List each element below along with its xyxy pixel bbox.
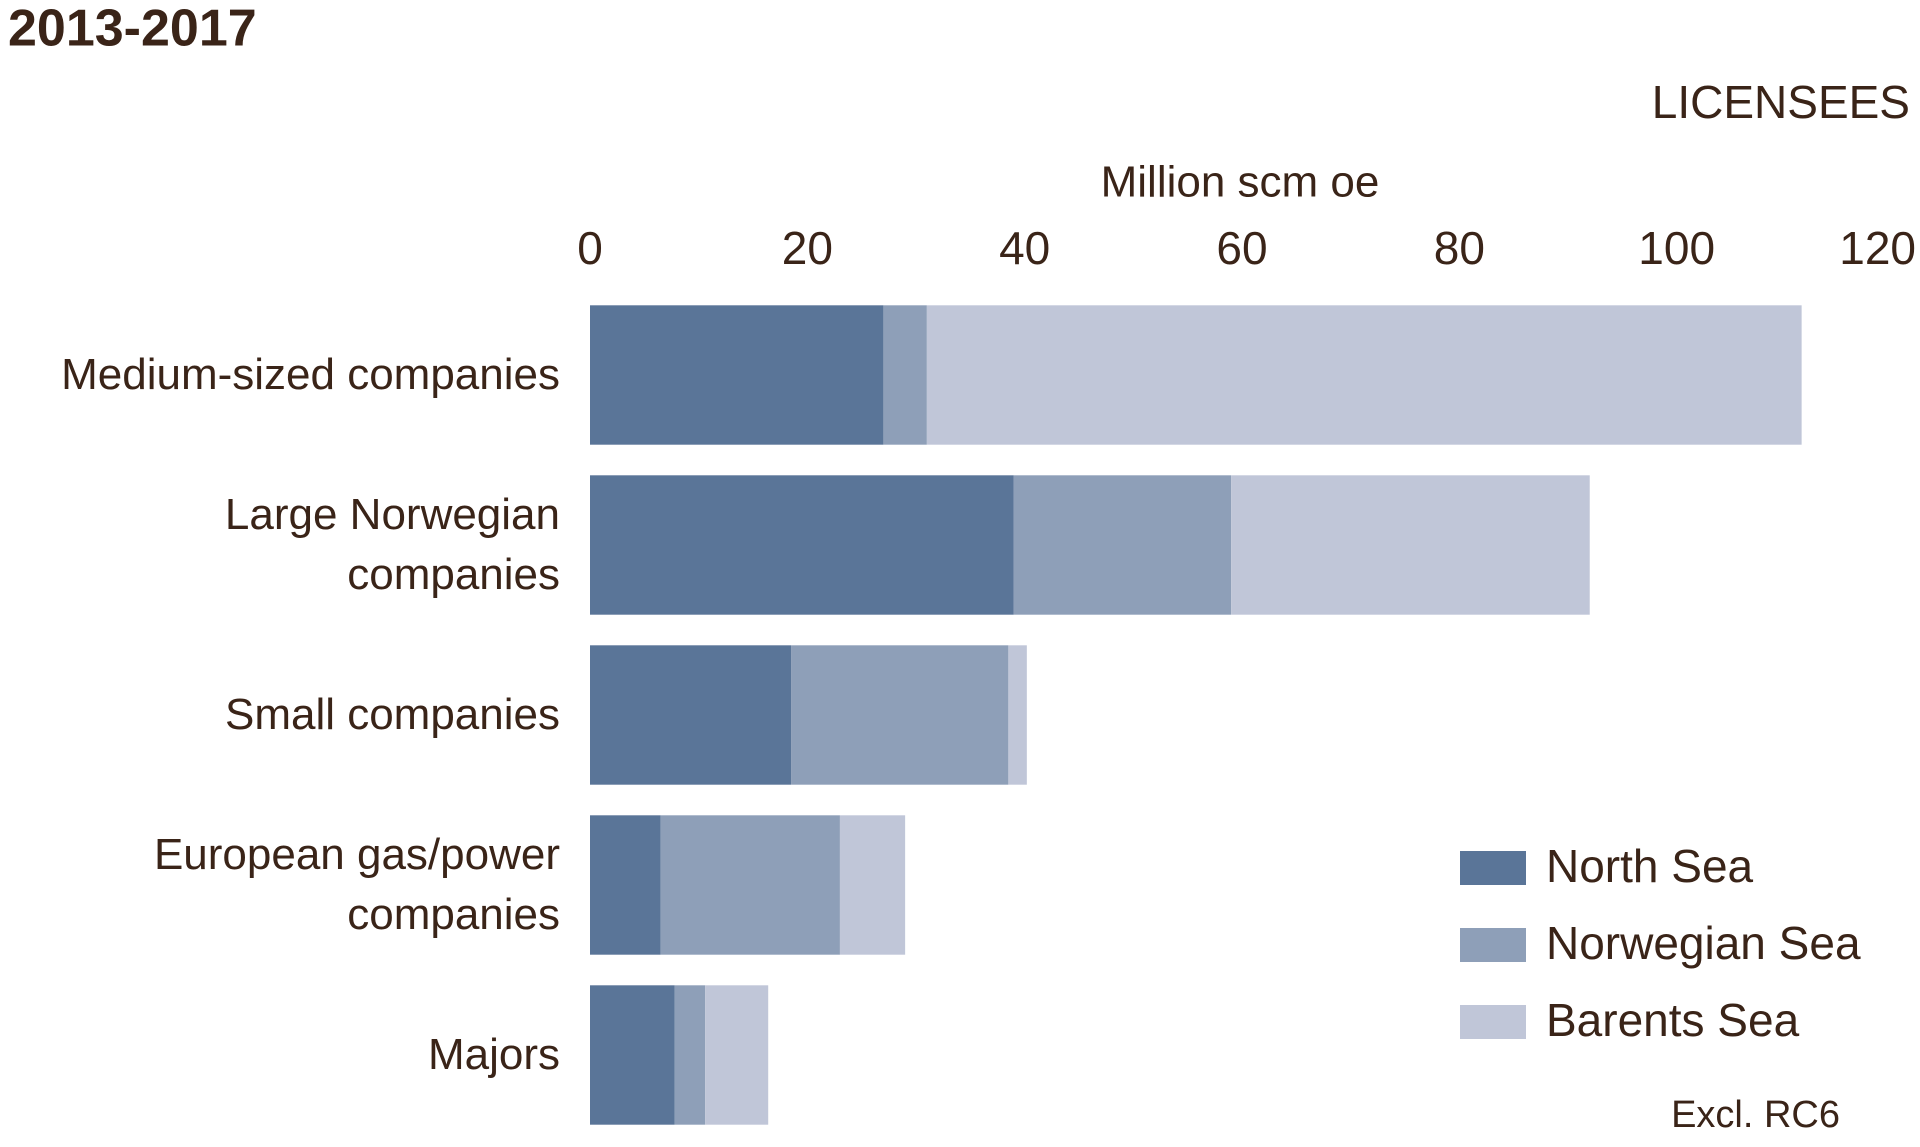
bar-segment [926,305,1802,445]
bar-segment [839,815,906,955]
x-axis-label: Million scm oe [1101,158,1380,207]
bar-segment [590,645,792,785]
x-tick-label: 80 [1434,222,1485,274]
bar-segment [1231,475,1590,615]
bar-segment [674,985,706,1125]
legend-label: Barents Sea [1546,994,1800,1046]
x-tick-label: 60 [1216,222,1267,274]
legend-swatch [1460,1005,1526,1039]
bar-segment [660,815,840,955]
bar-segment [705,985,769,1125]
chart-title: 2013-2017 [8,0,257,58]
y-tick-label: Majors [427,1030,560,1079]
bar-segment [791,645,1009,785]
x-tick-label: 0 [577,222,603,274]
legend-swatch [1460,928,1526,962]
bar-segment [1008,645,1027,785]
x-tick-label: 100 [1638,222,1715,274]
legend-label: North Sea [1546,840,1754,892]
bar-segment [590,305,884,445]
bar-segment [590,815,661,955]
chart-subtitle: LICENSEES [1652,76,1910,128]
x-tick-label: 120 [1839,222,1916,274]
bar-segment [590,985,675,1125]
legend-swatch [1460,851,1526,885]
y-tick-label: Small companies [224,690,560,739]
y-tick-label: European gas/power companies [153,830,560,939]
x-tick-label: 20 [782,222,833,274]
note: Excl. RC6 [1671,1094,1840,1136]
x-tick-label: 40 [999,222,1050,274]
bar-segment [883,305,927,445]
bar-segment [590,475,1014,615]
bar-segment [1013,475,1232,615]
y-tick-label: Large Norwegian companies [224,490,560,599]
legend-label: Norwegian Sea [1546,917,1861,969]
y-tick-label: Medium-sized companies [61,350,560,399]
